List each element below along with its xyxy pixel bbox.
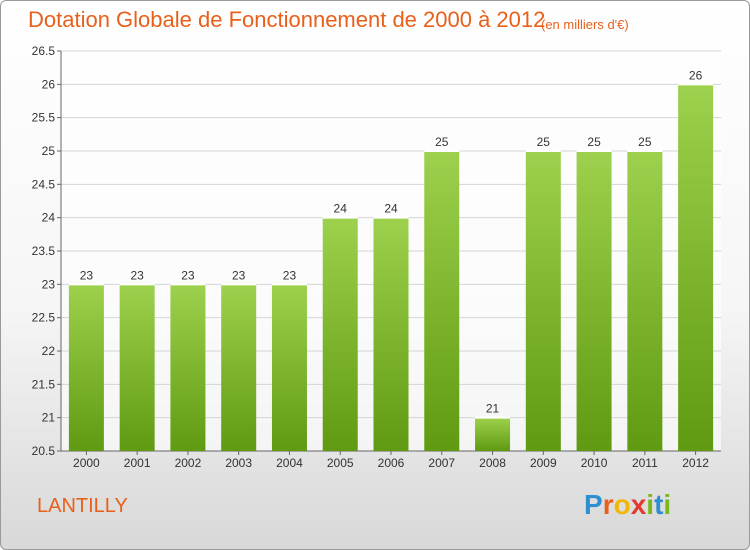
y-tick-label: 23.5 (32, 244, 56, 258)
bar (424, 151, 460, 451)
x-tick-label: 2011 (632, 456, 658, 470)
bar (373, 217, 409, 451)
bar (119, 284, 155, 451)
bar (322, 217, 358, 451)
x-tick-label: 2012 (682, 456, 709, 470)
bar-value-label: 24 (334, 202, 348, 216)
x-tick-label: 2003 (225, 456, 252, 470)
bar (475, 417, 511, 451)
x-tick-label: 2005 (327, 456, 354, 470)
bar (68, 284, 104, 451)
logo-letter: o (613, 489, 631, 520)
bar-value-label: 25 (435, 135, 449, 149)
bar (525, 151, 561, 451)
bar-value-label: 23 (80, 268, 94, 282)
y-tick-label: 22 (42, 344, 56, 358)
x-tick-label: 2010 (581, 456, 608, 470)
bar (221, 284, 257, 451)
y-tick-label: 22.5 (32, 311, 56, 325)
y-tick-label: 23 (42, 277, 56, 291)
x-tick-label: 2008 (479, 456, 506, 470)
bar (271, 284, 307, 451)
logo-letter: x (630, 489, 647, 520)
bar-value-label: 23 (283, 268, 297, 282)
y-tick-label: 24.5 (32, 177, 56, 191)
logo-letter: i (663, 489, 672, 520)
x-tick-label: 2004 (276, 456, 303, 470)
logo-letter: r (602, 489, 614, 520)
y-tick-label: 21 (42, 411, 56, 425)
bar-value-label: 25 (537, 135, 551, 149)
bar (678, 84, 714, 451)
y-tick-label: 26.5 (32, 44, 56, 58)
logo-letter: i (646, 489, 655, 520)
x-tick-label: 2001 (124, 456, 151, 470)
proxiti-logo: Proxiti (584, 489, 671, 521)
logo-letter: P (584, 489, 603, 520)
bar (627, 151, 663, 451)
y-tick-label: 25.5 (32, 111, 56, 125)
bar (170, 284, 206, 451)
commune-name: LANTILLY (37, 495, 128, 517)
x-tick-label: 2006 (378, 456, 405, 470)
chart-subtitle: (en milliers d'€) (541, 17, 629, 32)
x-tick-label: 2000 (73, 456, 100, 470)
y-tick-label: 26 (42, 77, 56, 91)
x-tick-label: 2002 (175, 456, 202, 470)
bar-value-label: 25 (587, 135, 601, 149)
y-tick-label: 20.5 (32, 444, 56, 458)
bar-value-label: 26 (689, 68, 703, 82)
x-tick-label: 2009 (530, 456, 557, 470)
bar (576, 151, 612, 451)
bar-value-label: 25 (638, 135, 652, 149)
bar-value-label: 21 (486, 402, 500, 416)
bar-value-label: 24 (384, 202, 398, 216)
logo-letter: t (654, 489, 664, 520)
y-tick-label: 21.5 (32, 377, 56, 391)
chart-title: Dotation Globale de Fonctionnement de 20… (28, 7, 546, 32)
y-tick-label: 25 (42, 144, 56, 158)
bar-value-label: 23 (232, 268, 246, 282)
y-tick-label: 24 (42, 211, 56, 225)
bar-value-label: 23 (130, 268, 144, 282)
bar-value-label: 23 (181, 268, 195, 282)
x-tick-label: 2007 (428, 456, 455, 470)
